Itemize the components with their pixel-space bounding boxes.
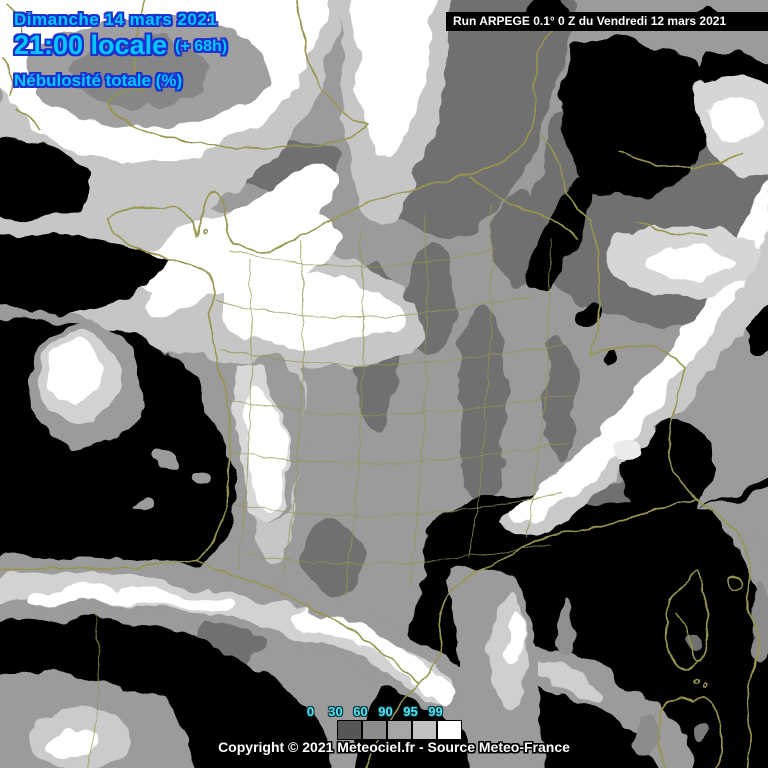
legend-tick: 0	[306, 704, 315, 719]
legend-swatch	[387, 720, 412, 740]
forecast-date: Dimanche 14 mars 2021	[14, 10, 218, 29]
legend-tick: 90	[378, 704, 393, 719]
legend-swatch	[362, 720, 387, 740]
forecast-time: 21:00 locale (+ 68h)	[14, 30, 227, 61]
legend-swatch	[437, 720, 462, 740]
legend-tick: 99	[428, 704, 443, 719]
legend-swatch	[412, 720, 437, 740]
forecast-offset: (+ 68h)	[175, 38, 228, 55]
legend-tick: 30	[328, 704, 343, 719]
department-borders-layer	[87, 204, 573, 768]
copyright-notice: Copyright © 2021 Meteociel.fr - Source M…	[218, 739, 570, 755]
legend-swatch	[337, 720, 362, 740]
legend-tick: 60	[353, 704, 368, 719]
parameter-label: Nébulosité totale (%)	[14, 71, 183, 90]
model-run-bar: Run ARPEGE 0.1° 0 Z du Vendredi 12 mars …	[446, 12, 768, 31]
forecast-time-value: 21:00 locale	[14, 30, 168, 60]
legend-tick-labels: 0 30 60 90 95 99	[298, 704, 448, 719]
legend-color-scale	[337, 720, 462, 740]
legend-tick: 95	[403, 704, 418, 719]
